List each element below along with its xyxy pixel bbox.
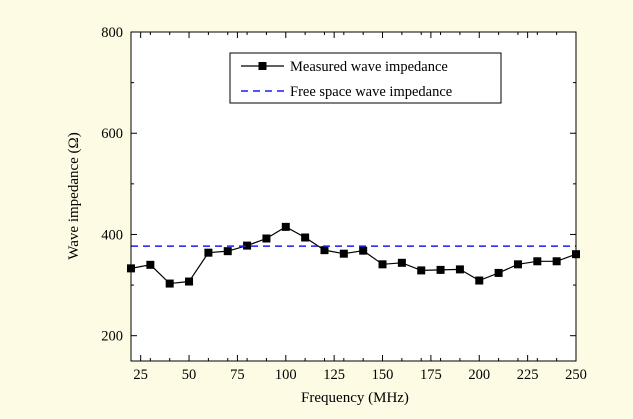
data-point: [223, 247, 232, 256]
data-point: [320, 246, 329, 255]
x-tick-label: 50: [182, 367, 197, 383]
x-tick-label: 125: [323, 367, 345, 383]
data-point: [281, 222, 290, 231]
data-point: [185, 277, 194, 286]
y-tick-label: 600: [101, 126, 123, 142]
x-tick-label: 250: [565, 367, 587, 383]
y-tick-label: 800: [101, 25, 123, 41]
plot-frame: [130, 31, 577, 362]
data-point: [417, 266, 426, 275]
x-tick-label: 25: [133, 367, 148, 383]
data-point: [397, 258, 406, 267]
x-tick-label: 150: [372, 367, 394, 383]
data-point: [262, 234, 271, 243]
data-point: [475, 276, 484, 285]
x-axis-label: Frequency (MHz): [301, 390, 409, 406]
y-tick-label: 200: [101, 329, 123, 345]
legend-label-measured: Measured wave impedance: [290, 59, 448, 75]
legend-marker-measured: [258, 62, 267, 70]
x-tick-label: 225: [517, 367, 539, 383]
data-point: [146, 260, 155, 269]
x-tick-label: 75: [230, 367, 245, 383]
data-point: [552, 257, 561, 266]
data-point: [494, 268, 503, 277]
axes-layer: 25 50 75 100 125 150 175 200 225 250 200 400 600 800: [101, 25, 587, 383]
data-point: [533, 257, 542, 266]
data-point: [436, 265, 445, 274]
x-tick-label: 100: [275, 367, 297, 383]
data-point: [378, 260, 387, 269]
legend-box: [229, 52, 502, 104]
data-point: [339, 249, 348, 258]
data-point: [243, 241, 252, 250]
legend-label-freespace: Free space wave impedance: [290, 84, 452, 100]
legend: Measured wave impedance Free space wave …: [229, 52, 502, 104]
x-tick-label: 200: [468, 367, 490, 383]
data-point: [359, 246, 368, 255]
data-point: [165, 279, 174, 288]
x-tick-label: 175: [420, 367, 442, 383]
data-point: [455, 265, 464, 274]
data-point: [301, 233, 310, 242]
data-point: [513, 260, 522, 269]
y-axis-label: Wave impedance (Ω): [66, 132, 82, 259]
data-point: [204, 248, 213, 257]
y-tick-label: 400: [101, 227, 123, 243]
